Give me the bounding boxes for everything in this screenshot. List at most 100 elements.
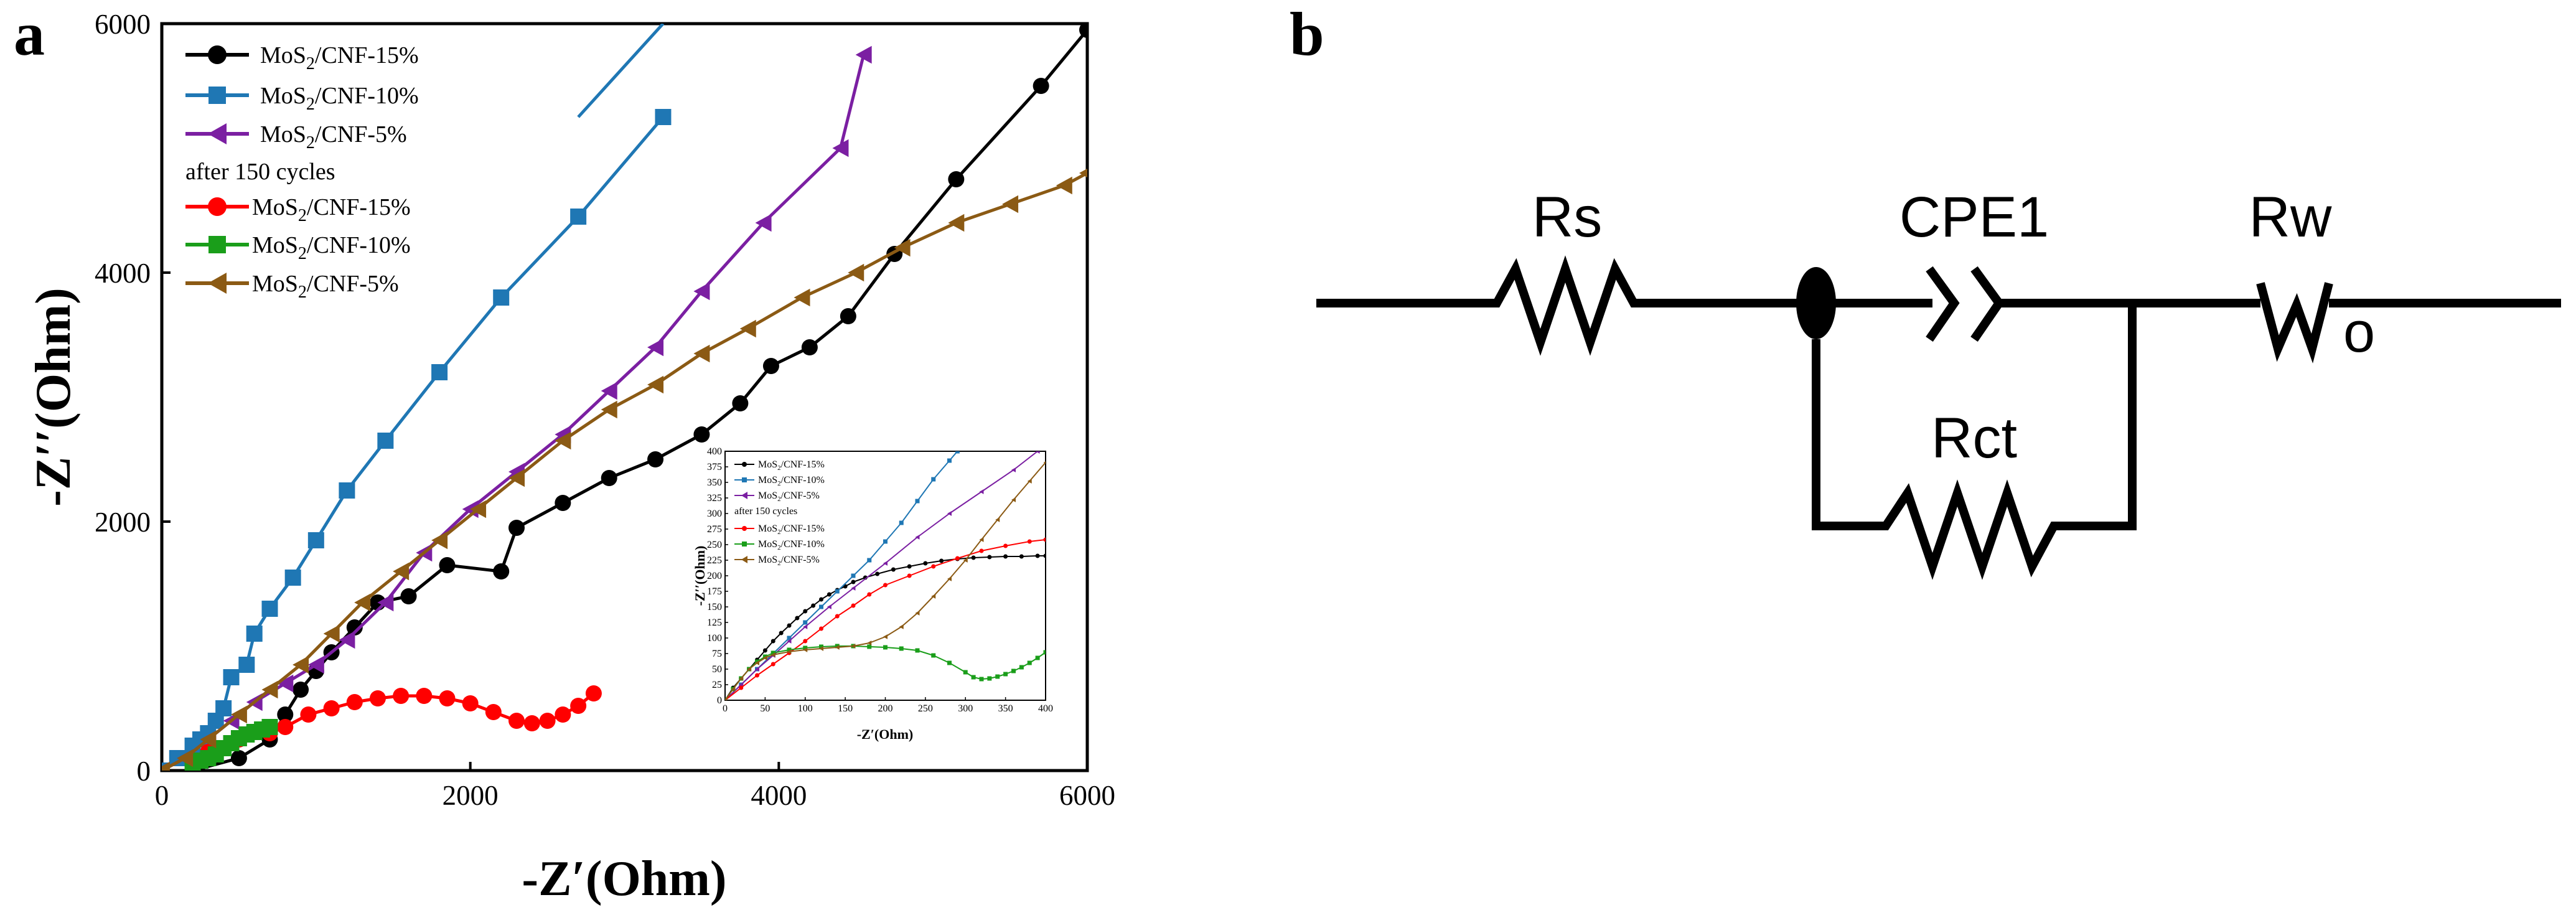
main-point-mos2-cnf-5- [377,593,394,612]
inset-point-mos2-cnf-10-after-150-cycles [835,644,840,649]
panel-b-label: b [1290,0,1324,68]
main-series-mos2-cnf-15-after-150-cycles [200,685,602,760]
inset-point-mos2-cnf-15-after-150-cycles [931,564,936,569]
main-line-extension-mos2-cnf-10- [577,24,665,118]
inset-legend-cnf10-after-main: MoS [758,539,777,550]
main-point-mos2-cnf-15- [1033,78,1049,94]
inset-point-mos2-cnf-15- [851,579,856,584]
main-point-mos2-cnf-15- [732,395,749,411]
inset-point-mos2-cnf-5-after-150-cycles [803,647,808,652]
inset-point-mos2-cnf-15- [1035,553,1040,558]
legend-text-cnf5-after-main: MoS [252,271,298,297]
main-point-mos2-cnf-5-after-150-cycles [555,431,571,450]
main-point-mos2-cnf-10- [238,657,255,673]
inset-point-mos2-cnf-15-after-150-cycles [819,626,823,631]
main-point-mos2-cnf-5-after-150-cycles [1056,176,1072,195]
main-series-mos2-cnf-10- [162,24,672,771]
inset-point-mos2-cnf-10- [867,558,872,563]
legend-entry-cnf10: MoS2/CNF-10% [185,83,419,114]
inset-legend-cnf10-sub: 2 [777,480,781,487]
legend-text-cnf5-after-sub: 2 [298,283,307,302]
main-point-mos2-cnf-10- [570,209,587,225]
main-point-mos2-cnf-15-after-150-cycles [300,706,317,723]
main-point-mos2-cnf-5-after-150-cycles [261,680,278,699]
inset-point-mos2-cnf-5-after-150-cycles [762,655,767,660]
legend-text-cnf10-rest: /CNF-10% [315,83,419,109]
main-point-mos2-cnf-5-after-150-cycles [948,213,965,232]
inset-point-mos2-cnf-10-after-150-cycles [770,650,775,655]
legend-entry-cnf5: MoS2/CNF-5% [185,121,407,152]
inset-series-layer [725,451,1046,700]
main-point-mos2-cnf-15-after-150-cycles [485,704,502,720]
main-point-mos2-cnf-15-after-150-cycles [393,688,410,704]
main-point-mos2-cnf-10-after-150-cycles [261,719,278,735]
inset-y-tick-label: 225 [707,555,722,566]
inset-point-mos2-cnf-15-after-150-cycles [1043,537,1046,542]
main-point-mos2-cnf-15-after-150-cycles [555,706,571,723]
inset-y-tick-label: 375 [707,462,722,472]
inset-point-mos2-cnf-5-after-150-cycles [787,649,792,654]
legend-text-cnf5-sub: 2 [306,133,315,152]
inset-point-mos2-cnf-15- [907,564,912,569]
legend-entry-cnf10-after: MoS2/CNF-10% [185,232,411,263]
inset-x-tick-label: 50 [760,703,770,714]
svg-text:MoS2/CNF-15%: MoS2/CNF-15% [758,459,825,472]
inset-point-mos2-cnf-15-after-150-cycles [867,592,872,597]
inset-line-mos2-cnf-5- [725,451,1038,700]
main-point-mos2-cnf-15-after-150-cycles [323,700,340,716]
inset-point-mos2-cnf-5-after-150-cycles [725,698,728,700]
svg-text:MoS2/CNF-10%: MoS2/CNF-10% [758,475,825,487]
inset-y-tick-label: 175 [707,586,722,597]
label-rs: Rs [1532,185,1602,249]
legend-text-cnf15-rest: /CNF-15% [315,42,419,68]
svg-text:MoS2/CNF-10%: MoS2/CNF-10% [260,83,419,114]
label-rct: Rct [1931,406,2017,470]
inset-point-mos2-cnf-15-after-150-cycles [1003,543,1008,548]
inset-point-mos2-cnf-5-after-150-cycles [770,652,775,657]
label-warburg-sub: o [2343,301,2375,364]
main-point-mos2-cnf-15-after-150-cycles [416,688,433,704]
main-point-mos2-cnf-5-after-150-cycles [848,263,864,282]
inset-x-axis-title: -Z′(Ohm) [857,726,914,742]
main-point-mos2-cnf-15- [346,619,363,636]
inset-point-mos2-cnf-15- [891,567,896,572]
inset-y-axis-title: -Z′′(Ohm) [692,546,708,606]
inset-x-tick-label: 400 [1038,703,1053,714]
legend-entry-cnf15: MoS2/CNF-15% [185,42,419,73]
svg-text:MoS2/CNF-15%: MoS2/CNF-15% [758,523,825,536]
main-point-mos2-cnf-10- [655,109,672,125]
inset-point-mos2-cnf-10- [915,499,920,504]
inset-point-mos2-cnf-10- [851,573,856,578]
legend-text-cnf10-after-main: MoS [252,232,298,258]
main-point-mos2-cnf-5-after-150-cycles [894,238,911,257]
main-x-tick-label: 2000 [443,780,499,811]
inset-x-tick-label: 100 [798,703,813,714]
inset-point-mos2-cnf-15- [1003,554,1008,559]
inset-x-tick-label: 200 [878,703,893,714]
main-point-mos2-cnf-15- [801,339,818,355]
main-point-mos2-cnf-10- [431,364,448,380]
main-series-mos2-cnf-5-after-150-cycles [162,168,1087,771]
inset-point-mos2-cnf-15-after-150-cycles [739,685,744,690]
main-series-mos2-cnf-10-after-150-cycles [184,719,278,771]
inset-line-mos2-cnf-5-after-150-cycles [725,462,1046,700]
inset-legend-cnf10-rest: /CNF-10% [781,475,825,485]
inset-point-mos2-cnf-15-after-150-cycles [1027,539,1032,544]
inset-point-mos2-cnf-10-after-150-cycles [755,659,759,664]
svg-text:MoS2/CNF-5%: MoS2/CNF-5% [758,555,820,567]
main-point-mos2-cnf-5-after-150-cycles [470,500,487,518]
main-point-mos2-cnf-5-after-150-cycles [1002,195,1019,213]
legend-text-cnf15-after-rest: /CNF-15% [307,194,411,220]
main-y-axis-title: -Z′′(Ohm) [26,288,81,507]
svg-text:MoS2/CNF-5%: MoS2/CNF-5% [260,121,407,152]
main-point-mos2-cnf-5-after-150-cycles [647,375,664,394]
inset-point-mos2-cnf-15- [987,555,992,560]
inset-point-mos2-cnf-15- [875,571,880,576]
inset-point-mos2-cnf-5- [755,667,759,672]
inset-point-mos2-cnf-10- [819,604,823,609]
inset-point-mos2-cnf-10- [835,589,840,594]
inset-x-tick-label: 350 [998,703,1013,714]
main-point-mos2-cnf-15- [601,470,617,486]
inset-point-mos2-cnf-10- [883,539,888,544]
main-y-tick-label: 2000 [95,507,151,538]
